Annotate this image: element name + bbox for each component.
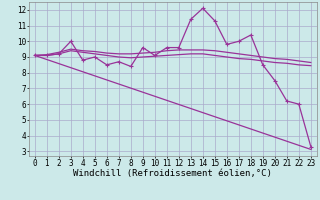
X-axis label: Windchill (Refroidissement éolien,°C): Windchill (Refroidissement éolien,°C) bbox=[73, 169, 272, 178]
